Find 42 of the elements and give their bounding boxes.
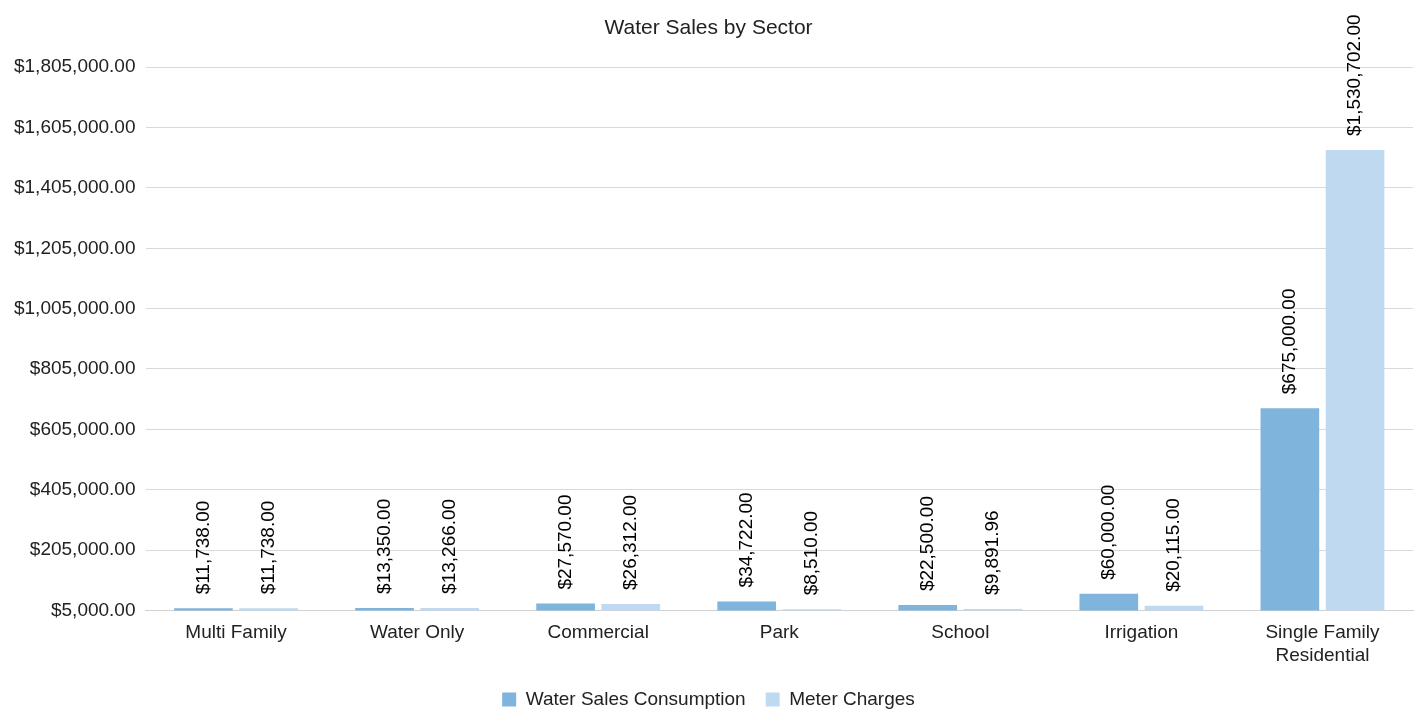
x-tick-label: Irrigation — [1104, 621, 1179, 643]
bar — [898, 605, 958, 611]
data-label: $675,000.00 — [1278, 288, 1300, 395]
data-label: $11,738.00 — [191, 500, 213, 595]
data-label: $20,115.00 — [1162, 498, 1184, 592]
bar — [1079, 593, 1139, 611]
data-label: $27,570.00 — [553, 494, 575, 590]
data-label: $60,000.00 — [1097, 484, 1119, 580]
data-label: $22,500.00 — [915, 496, 937, 592]
x-tick-label: Single Family Residential — [1265, 621, 1380, 665]
y-tick-label: $405,000.00 — [29, 477, 136, 499]
x-tick-label: Multi Family — [185, 621, 288, 643]
y-tick-label: $1,405,000.00 — [13, 176, 136, 198]
legend-label: Meter Charges — [789, 687, 915, 709]
y-tick-label: $1,605,000.00 — [13, 115, 136, 137]
bar — [1260, 408, 1320, 611]
y-tick-label: $1,805,000.00 — [13, 55, 136, 77]
y-tick-label: $605,000.00 — [29, 417, 136, 439]
chart-title: Water Sales by Sector — [604, 15, 813, 39]
data-label: $26,312.00 — [619, 494, 641, 590]
legend-label: Water Sales Consumption — [525, 687, 746, 709]
x-tick-label: Water Only — [369, 621, 465, 643]
x-tick-label: Commercial — [547, 621, 649, 643]
data-label: $9,891.96 — [981, 510, 1003, 595]
data-label: $13,266.00 — [437, 498, 459, 594]
bar — [1325, 149, 1385, 611]
y-tick-label: $1,205,000.00 — [13, 236, 136, 258]
data-label: $8,510.00 — [800, 510, 822, 596]
y-tick-label: $5,000.00 — [50, 598, 136, 620]
y-tick-label: $1,005,000.00 — [13, 296, 136, 318]
y-tick-label: $805,000.00 — [29, 357, 136, 379]
bar — [601, 603, 661, 611]
x-tick-label: School — [931, 621, 990, 643]
bar — [174, 608, 233, 611]
y-tick-label: $205,000.00 — [29, 538, 136, 560]
bar — [239, 608, 298, 611]
data-label: $11,738.00 — [256, 500, 278, 595]
data-label: $13,350.00 — [372, 498, 394, 594]
x-tick-label: Park — [759, 621, 800, 643]
data-label: $34,722.00 — [734, 492, 756, 588]
data-label: $1,530,702.00 — [1343, 14, 1365, 136]
bar — [717, 601, 776, 611]
